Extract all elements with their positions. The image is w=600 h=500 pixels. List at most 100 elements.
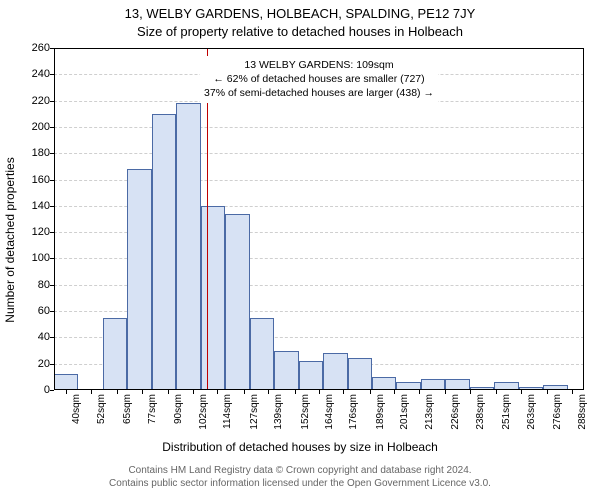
- histogram-bar: [323, 353, 347, 390]
- y-tick-mark: [50, 153, 54, 154]
- x-tick-label: 276sqm: [552, 394, 563, 430]
- histogram-bar: [445, 379, 469, 390]
- x-tick-label: 152sqm: [300, 394, 311, 430]
- annotation-line: ← 62% of detached houses are smaller (72…: [204, 72, 434, 86]
- x-tick-mark: [547, 390, 548, 394]
- histogram-bar: [494, 382, 518, 390]
- y-tick-mark: [50, 206, 54, 207]
- histogram-bar: [127, 169, 151, 390]
- y-tick-label: 220: [32, 95, 50, 107]
- histogram-bar: [54, 374, 78, 390]
- histogram-bar: [421, 379, 445, 390]
- histogram-bar: [152, 114, 176, 390]
- x-tick-mark: [295, 390, 296, 394]
- histogram-bar: [225, 214, 249, 390]
- x-tick-label: 213sqm: [424, 394, 435, 430]
- x-tick-mark: [244, 390, 245, 394]
- histogram-bar: [176, 103, 200, 390]
- x-tick-label: 90sqm: [173, 394, 184, 424]
- x-tick-label: 40sqm: [71, 394, 82, 424]
- x-tick-mark: [268, 390, 269, 394]
- y-axis-label: Number of detached properties: [3, 157, 17, 322]
- y-tick-mark: [50, 364, 54, 365]
- annotation-line: 13 WELBY GARDENS: 109sqm: [204, 58, 434, 72]
- x-tick-label: 288sqm: [577, 394, 588, 430]
- y-tick-mark: [50, 101, 54, 102]
- histogram-bar: [519, 387, 543, 390]
- x-tick-mark: [470, 390, 471, 394]
- x-tick-label: 176sqm: [348, 394, 359, 430]
- histogram-bar: [250, 318, 274, 390]
- annotation-box: 13 WELBY GARDENS: 109sqm ← 62% of detach…: [200, 56, 438, 103]
- y-tick-label: 60: [38, 305, 50, 317]
- y-tick-mark: [50, 74, 54, 75]
- x-tick-mark: [445, 390, 446, 394]
- annotation-line: 37% of semi-detached houses are larger (…: [204, 86, 434, 100]
- y-tick-label: 160: [32, 174, 50, 186]
- y-tick-label: 260: [32, 42, 50, 54]
- x-tick-label: 127sqm: [249, 394, 260, 430]
- x-tick-mark: [168, 390, 169, 394]
- footer-line: Contains HM Land Registry data © Crown c…: [0, 464, 600, 477]
- gridline: [54, 48, 584, 49]
- x-tick-mark: [117, 390, 118, 394]
- x-tick-label: 238sqm: [475, 394, 486, 430]
- x-tick-mark: [66, 390, 67, 394]
- gridline: [54, 127, 584, 128]
- plot-area: 13 WELBY GARDENS: 109sqm ← 62% of detach…: [54, 48, 584, 390]
- y-tick-label: 240: [32, 68, 50, 80]
- y-tick-label: 140: [32, 200, 50, 212]
- chart-container: 13, WELBY GARDENS, HOLBEACH, SPALDING, P…: [0, 0, 600, 500]
- y-tick-label: 100: [32, 252, 50, 264]
- footer-attribution: Contains HM Land Registry data © Crown c…: [0, 464, 600, 490]
- footer-line: Contains public sector information licen…: [0, 477, 600, 490]
- y-tick-mark: [50, 390, 54, 391]
- x-tick-label: 201sqm: [399, 394, 410, 430]
- x-tick-label: 139sqm: [273, 394, 284, 430]
- y-tick-label: 200: [32, 121, 50, 133]
- histogram-bar: [103, 318, 127, 390]
- gridline: [54, 153, 584, 154]
- y-tick-mark: [50, 311, 54, 312]
- x-tick-label: 52sqm: [96, 394, 107, 424]
- y-tick-label: 40: [38, 331, 50, 343]
- histogram-bar: [396, 382, 420, 390]
- y-tick-label: 120: [32, 226, 50, 238]
- x-tick-mark: [343, 390, 344, 394]
- x-tick-label: 65sqm: [122, 394, 133, 424]
- y-tick-mark: [50, 285, 54, 286]
- x-tick-mark: [142, 390, 143, 394]
- x-tick-label: 164sqm: [324, 394, 335, 430]
- x-tick-mark: [370, 390, 371, 394]
- x-tick-label: 102sqm: [198, 394, 209, 430]
- x-tick-mark: [394, 390, 395, 394]
- x-tick-mark: [496, 390, 497, 394]
- histogram-bar: [299, 361, 323, 390]
- x-tick-mark: [193, 390, 194, 394]
- x-tick-mark: [572, 390, 573, 394]
- chart-title: 13, WELBY GARDENS, HOLBEACH, SPALDING, P…: [0, 6, 600, 21]
- y-tick-label: 20: [38, 358, 50, 370]
- chart-subtitle: Size of property relative to detached ho…: [0, 24, 600, 39]
- x-tick-mark: [521, 390, 522, 394]
- y-tick-mark: [50, 337, 54, 338]
- histogram-bar: [274, 351, 298, 390]
- x-axis-label: Distribution of detached houses by size …: [0, 440, 600, 454]
- y-tick-label: 180: [32, 147, 50, 159]
- x-tick-label: 114sqm: [222, 394, 233, 429]
- histogram-bar: [372, 377, 396, 390]
- histogram-bar: [201, 206, 225, 390]
- histogram-bar: [470, 387, 494, 390]
- y-tick-mark: [50, 48, 54, 49]
- x-tick-mark: [217, 390, 218, 394]
- x-tick-label: 77sqm: [147, 394, 158, 424]
- y-tick-label: 80: [38, 279, 50, 291]
- x-tick-label: 251sqm: [501, 394, 512, 430]
- histogram-bar: [348, 358, 372, 390]
- y-tick-mark: [50, 258, 54, 259]
- x-tick-mark: [91, 390, 92, 394]
- y-tick-mark: [50, 180, 54, 181]
- x-tick-label: 226sqm: [450, 394, 461, 430]
- x-tick-mark: [319, 390, 320, 394]
- x-tick-label: 263sqm: [526, 394, 537, 430]
